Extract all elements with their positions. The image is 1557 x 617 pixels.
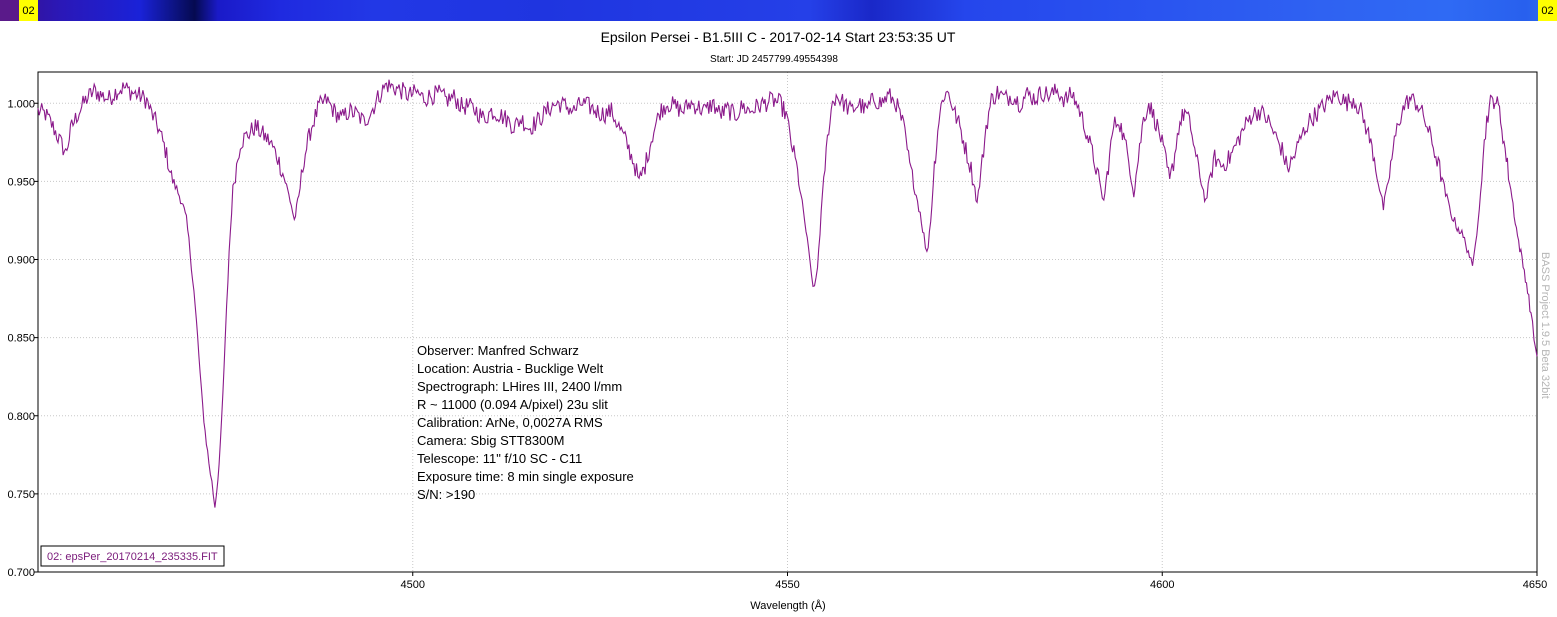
note-line: Telescope: 11" f/10 SC - C11	[417, 451, 582, 466]
y-tick-label: 1.000	[7, 98, 35, 110]
y-tick-label: 0.800	[7, 411, 35, 423]
grid-lines	[38, 72, 1537, 572]
y-tick-label: 0.850	[7, 333, 35, 345]
note-line: Location: Austria - Bucklige Welt	[417, 361, 604, 376]
x-tick-label: 4600	[1150, 579, 1174, 591]
y-tick-label: 0.900	[7, 255, 35, 267]
x-axis-label: Wavelength (Å)	[750, 599, 825, 612]
note-line: Calibration: ArNe, 0,0027A RMS	[417, 415, 603, 430]
note-line: Camera: Sbig STT8300M	[417, 433, 564, 448]
x-tick-label: 4500	[401, 579, 425, 591]
note-line: S/N: >190	[417, 487, 475, 502]
y-tick-label: 0.750	[7, 489, 35, 501]
observation-notes: Observer: Manfred Schwarz Location: Austr…	[417, 343, 634, 502]
note-line: R ~ 11000 (0.094 A/pixel) 23u slit	[417, 397, 608, 412]
x-tick-label: 4550	[775, 579, 799, 591]
legend-entry: 02: epsPer_20170214_235335.FIT	[47, 551, 218, 563]
strip-left-label: 02	[22, 5, 34, 17]
spectrum-strip: 02 02	[0, 0, 1557, 21]
chart-subtitle: Start: JD 2457799.49554398	[710, 54, 838, 65]
y-tick-label: 0.700	[7, 567, 35, 579]
note-line: Observer: Manfred Schwarz	[417, 343, 579, 358]
strip-right-label: 02	[1541, 5, 1553, 17]
watermark: BASS Project 1.9.5 Beta 32bit	[1539, 252, 1551, 399]
legend: 02: epsPer_20170214_235335.FIT	[40, 545, 225, 567]
spectrum-line	[37, 79, 1538, 508]
series-group	[37, 79, 1538, 508]
note-line: Exposure time: 8 min single exposure	[417, 469, 634, 484]
y-axis: 0.700 0.750 0.800 0.850 0.900 0.950 1.000	[7, 98, 38, 579]
note-line: Spectrograph: LHires III, 2400 l/mm	[417, 379, 622, 394]
y-tick-label: 0.950	[7, 176, 35, 188]
legend-box	[40, 545, 225, 567]
x-tick-label: 4650	[1523, 579, 1547, 591]
chart-title: Epsilon Persei - B1.5III C - 2017-02-14 …	[601, 29, 956, 45]
x-axis: 4500 4550 4600 4650	[401, 572, 1547, 591]
